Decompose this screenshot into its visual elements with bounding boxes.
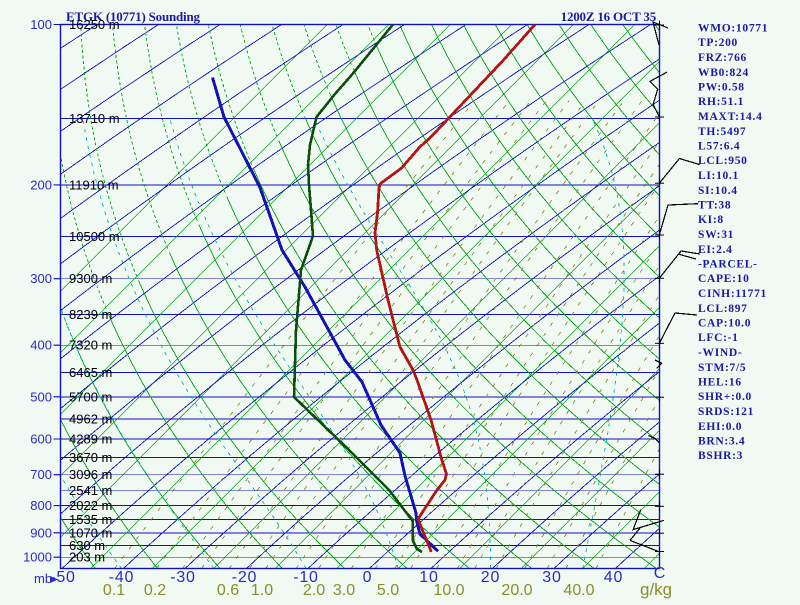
svg-text:200: 200	[30, 177, 52, 192]
svg-text:700: 700	[30, 467, 52, 482]
svg-text:500: 500	[30, 389, 52, 404]
svg-text:8239 m: 8239 m	[69, 307, 112, 322]
svg-text:400: 400	[30, 338, 52, 353]
svg-text:SW:31: SW:31	[698, 229, 734, 241]
svg-text:0.6: 0.6	[217, 582, 239, 599]
svg-text:1535 m: 1535 m	[69, 512, 112, 527]
svg-text:TT:38: TT:38	[698, 200, 731, 212]
svg-text:RH:51.1: RH:51.1	[698, 96, 744, 108]
svg-text:HEL:16: HEL:16	[698, 377, 742, 389]
svg-text:630 m: 630 m	[69, 538, 105, 553]
svg-text:LFC:-1: LFC:-1	[698, 332, 739, 344]
svg-text:2541 m: 2541 m	[69, 483, 112, 498]
svg-text:SRDS:121: SRDS:121	[698, 406, 754, 418]
svg-text:3670 m: 3670 m	[69, 450, 112, 465]
svg-text:-20: -20	[232, 569, 258, 586]
svg-text:CINH:11771: CINH:11771	[698, 288, 767, 300]
svg-text:2022 m: 2022 m	[69, 498, 112, 513]
svg-text:0: 0	[363, 569, 373, 586]
svg-text:1070 m: 1070 m	[69, 525, 112, 540]
svg-text:4962 m: 4962 m	[69, 411, 112, 426]
svg-text:3096 m: 3096 m	[69, 467, 112, 482]
svg-text:EHI:0.0: EHI:0.0	[698, 421, 742, 433]
svg-text:9300 m: 9300 m	[69, 271, 112, 286]
svg-text:KI:8: KI:8	[698, 214, 724, 226]
svg-text:MAXT:14.4: MAXT:14.4	[698, 111, 763, 123]
svg-text:PW:0.58: PW:0.58	[698, 82, 745, 94]
svg-text:4289 m: 4289 m	[69, 432, 112, 447]
svg-text:16250 m: 16250 m	[69, 17, 120, 32]
svg-text:WB0:824: WB0:824	[698, 67, 749, 79]
svg-text:-10: -10	[293, 569, 319, 586]
svg-text:20.0: 20.0	[501, 582, 532, 599]
svg-text:7320 m: 7320 m	[69, 338, 112, 353]
svg-text:-WIND-: -WIND-	[698, 347, 742, 359]
svg-text:100: 100	[30, 17, 52, 32]
svg-text:EI:2.4: EI:2.4	[698, 244, 733, 256]
svg-text:BSHR:3: BSHR:3	[698, 450, 743, 462]
svg-text:40.0: 40.0	[563, 582, 594, 599]
svg-text:1200Z 16 OCT 35: 1200Z 16 OCT 35	[561, 9, 657, 24]
svg-text:CAP:10.0: CAP:10.0	[698, 318, 751, 330]
svg-text:5.0: 5.0	[377, 582, 399, 599]
svg-text:800: 800	[30, 498, 52, 513]
svg-text:6465 m: 6465 m	[69, 365, 112, 380]
svg-text:WMO:10771: WMO:10771	[698, 23, 768, 35]
svg-text:L57:6.4: L57:6.4	[698, 141, 740, 153]
svg-text:TH:5497: TH:5497	[698, 126, 746, 138]
svg-text:11910 m: 11910 m	[69, 177, 119, 192]
svg-text:LI:10.1: LI:10.1	[698, 170, 739, 182]
svg-text:-40: -40	[109, 569, 135, 586]
svg-text:-PARCEL-: -PARCEL-	[698, 259, 758, 271]
svg-text:300: 300	[30, 271, 52, 286]
svg-text:203 m: 203 m	[69, 550, 105, 565]
svg-text:SHR+:0.0: SHR+:0.0	[698, 391, 752, 403]
svg-text:FRZ:766: FRZ:766	[698, 52, 747, 64]
svg-text:1000: 1000	[23, 550, 52, 565]
svg-text:900: 900	[30, 525, 52, 540]
svg-text:SI:10.4: SI:10.4	[698, 185, 738, 197]
svg-text:g/kg: g/kg	[640, 580, 672, 599]
svg-text:LCL:897: LCL:897	[698, 303, 748, 315]
svg-text:10: 10	[419, 569, 438, 586]
svg-text:STM:7/5: STM:7/5	[698, 362, 746, 374]
svg-text:CAPE:10: CAPE:10	[698, 273, 750, 285]
svg-text:1.0: 1.0	[251, 582, 273, 599]
svg-text:13710 m: 13710 m	[69, 111, 120, 126]
svg-text:-30: -30	[170, 569, 196, 586]
svg-text:10500 m: 10500 m	[69, 229, 120, 244]
svg-text:mb: mb	[34, 571, 52, 586]
svg-text:C: C	[654, 565, 666, 582]
svg-text:10.0: 10.0	[433, 582, 464, 599]
svg-text:2.0: 2.0	[303, 582, 325, 599]
svg-text:600: 600	[30, 432, 52, 447]
svg-text:ETGK (10771) Sounding: ETGK (10771) Sounding	[66, 9, 200, 24]
svg-text:5700 m: 5700 m	[69, 389, 112, 404]
svg-text:TP:200: TP:200	[698, 37, 738, 49]
svg-text:0.2: 0.2	[144, 582, 166, 599]
svg-text:20: 20	[481, 569, 500, 586]
svg-text:0.1: 0.1	[103, 582, 125, 599]
svg-text:BRN:3.4: BRN:3.4	[698, 436, 745, 448]
svg-text:LCL:950: LCL:950	[698, 155, 748, 167]
svg-text:30: 30	[542, 569, 561, 586]
svg-text:40: 40	[604, 569, 623, 586]
svg-text:-50: -50	[50, 569, 76, 586]
svg-text:3.0: 3.0	[333, 582, 355, 599]
